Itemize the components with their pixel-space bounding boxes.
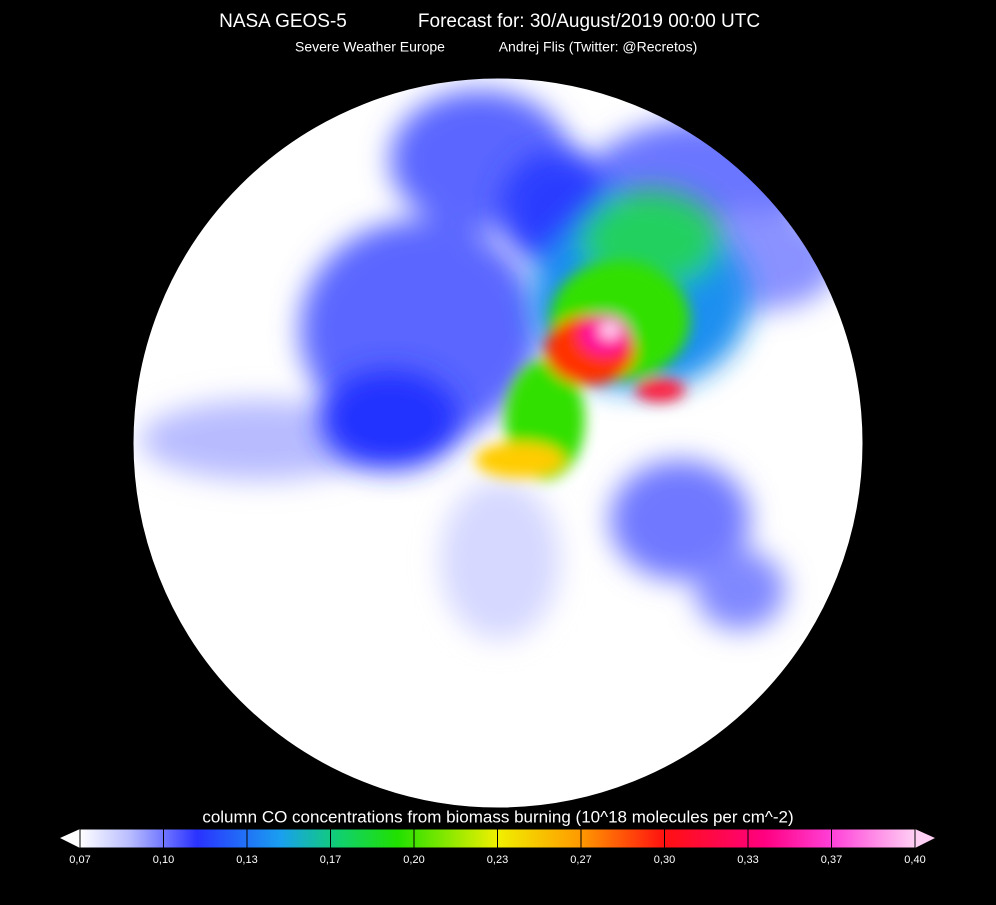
colorbar-tick-label: 0,17: [320, 854, 341, 866]
colorbar-max-arrow: [915, 829, 935, 848]
colorbar-tick-label: 0,27: [570, 854, 591, 866]
source: Severe Weather Europe: [295, 39, 445, 55]
colorbar-title: column CO concentrations from biomass bu…: [202, 807, 793, 826]
colorbar-tick-label: 0,30: [654, 854, 675, 866]
colorbar-tick-label: 0,40: [904, 854, 925, 866]
plume-high: [475, 260, 690, 480]
colorbar-tick-label: 0,23: [487, 854, 508, 866]
colorbar-tick-label: 0,33: [737, 854, 758, 866]
colorbar-min-arrow: [60, 829, 80, 848]
author: Andrej Flis (Twitter: @Recretos): [499, 39, 698, 55]
globe-edge: [132, 77, 864, 809]
model-name: NASA GEOS-5: [219, 11, 347, 32]
colorbar-tick-label: 0,37: [821, 854, 842, 866]
colorbar-tick-label: 0,07: [69, 854, 90, 866]
forecast-time: Forecast for: 30/August/2019 00:00 UTC: [418, 11, 760, 32]
colorbar-tick-label: 0,13: [236, 854, 257, 866]
colorbar-tick-label: 0,10: [153, 854, 174, 866]
colorbar-ticks: 0,07 0,10 0,13 0,17 0,20 0,23 0,27 0,30 0,33 0,37…: [69, 829, 926, 866]
colorbar-tick-label: 0,20: [403, 854, 424, 866]
co-field: [140, 90, 840, 640]
